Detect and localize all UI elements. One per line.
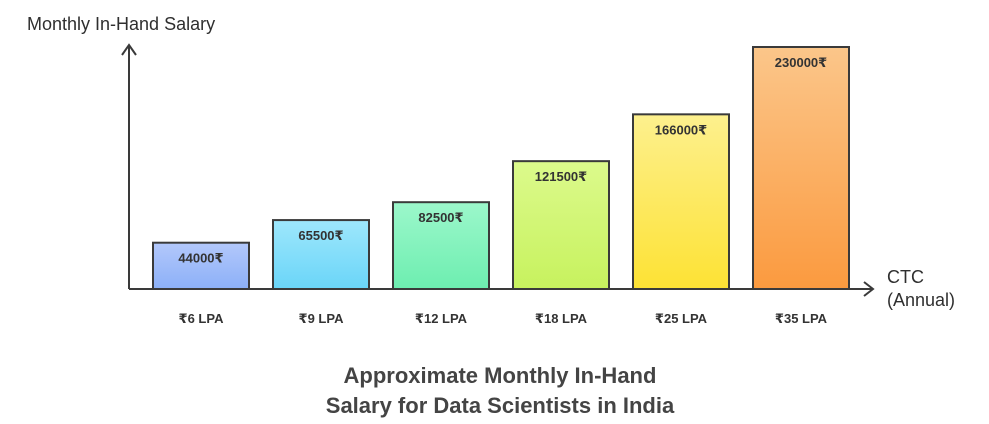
bar-2: [272, 219, 370, 290]
bar-value-label: 121500₹: [535, 169, 587, 184]
x-tick-label: ₹6 LPA: [179, 311, 225, 326]
bar-value-label: 166000₹: [655, 122, 707, 137]
bar-value-label: 65500₹: [298, 228, 343, 243]
y-axis-title: Monthly In-Hand Salary: [27, 14, 215, 34]
x-axis-title-line1: CTC: [887, 267, 924, 287]
x-tick-label: ₹18 LPA: [535, 311, 588, 326]
bar-1: [152, 241, 250, 290]
value-labels-group: 44000₹ 65500₹ 82500₹ 121500₹ 166000₹ 230000₹: [178, 55, 827, 266]
bar-3: [392, 201, 490, 290]
bar-value-label: 230000₹: [775, 55, 827, 70]
bar-5: [632, 113, 730, 290]
y-axis-arrowhead: [121, 43, 137, 56]
bar-value-label: 82500₹: [418, 210, 463, 225]
bars-group: [152, 46, 850, 290]
x-tick-label: ₹12 LPA: [415, 311, 468, 326]
chart-title-line1: Approximate Monthly In-Hand: [344, 363, 657, 388]
x-axis-arrowhead: [863, 281, 875, 297]
bar-value-label: 44000₹: [178, 251, 223, 266]
x-tick-labels-group: ₹6 LPA ₹9 LPA ₹12 LPA ₹18 LPA ₹25 LPA ₹35 LPA: [179, 311, 828, 326]
x-axis-title-line2: (Annual): [887, 290, 955, 310]
x-tick-label: ₹9 LPA: [299, 311, 345, 326]
chart-title-line2: Salary for Data Scientists in India: [326, 393, 675, 418]
x-tick-label: ₹25 LPA: [655, 311, 708, 326]
x-tick-label: ₹35 LPA: [775, 311, 828, 326]
bar-4: [512, 160, 610, 290]
bar-6: [752, 46, 850, 290]
